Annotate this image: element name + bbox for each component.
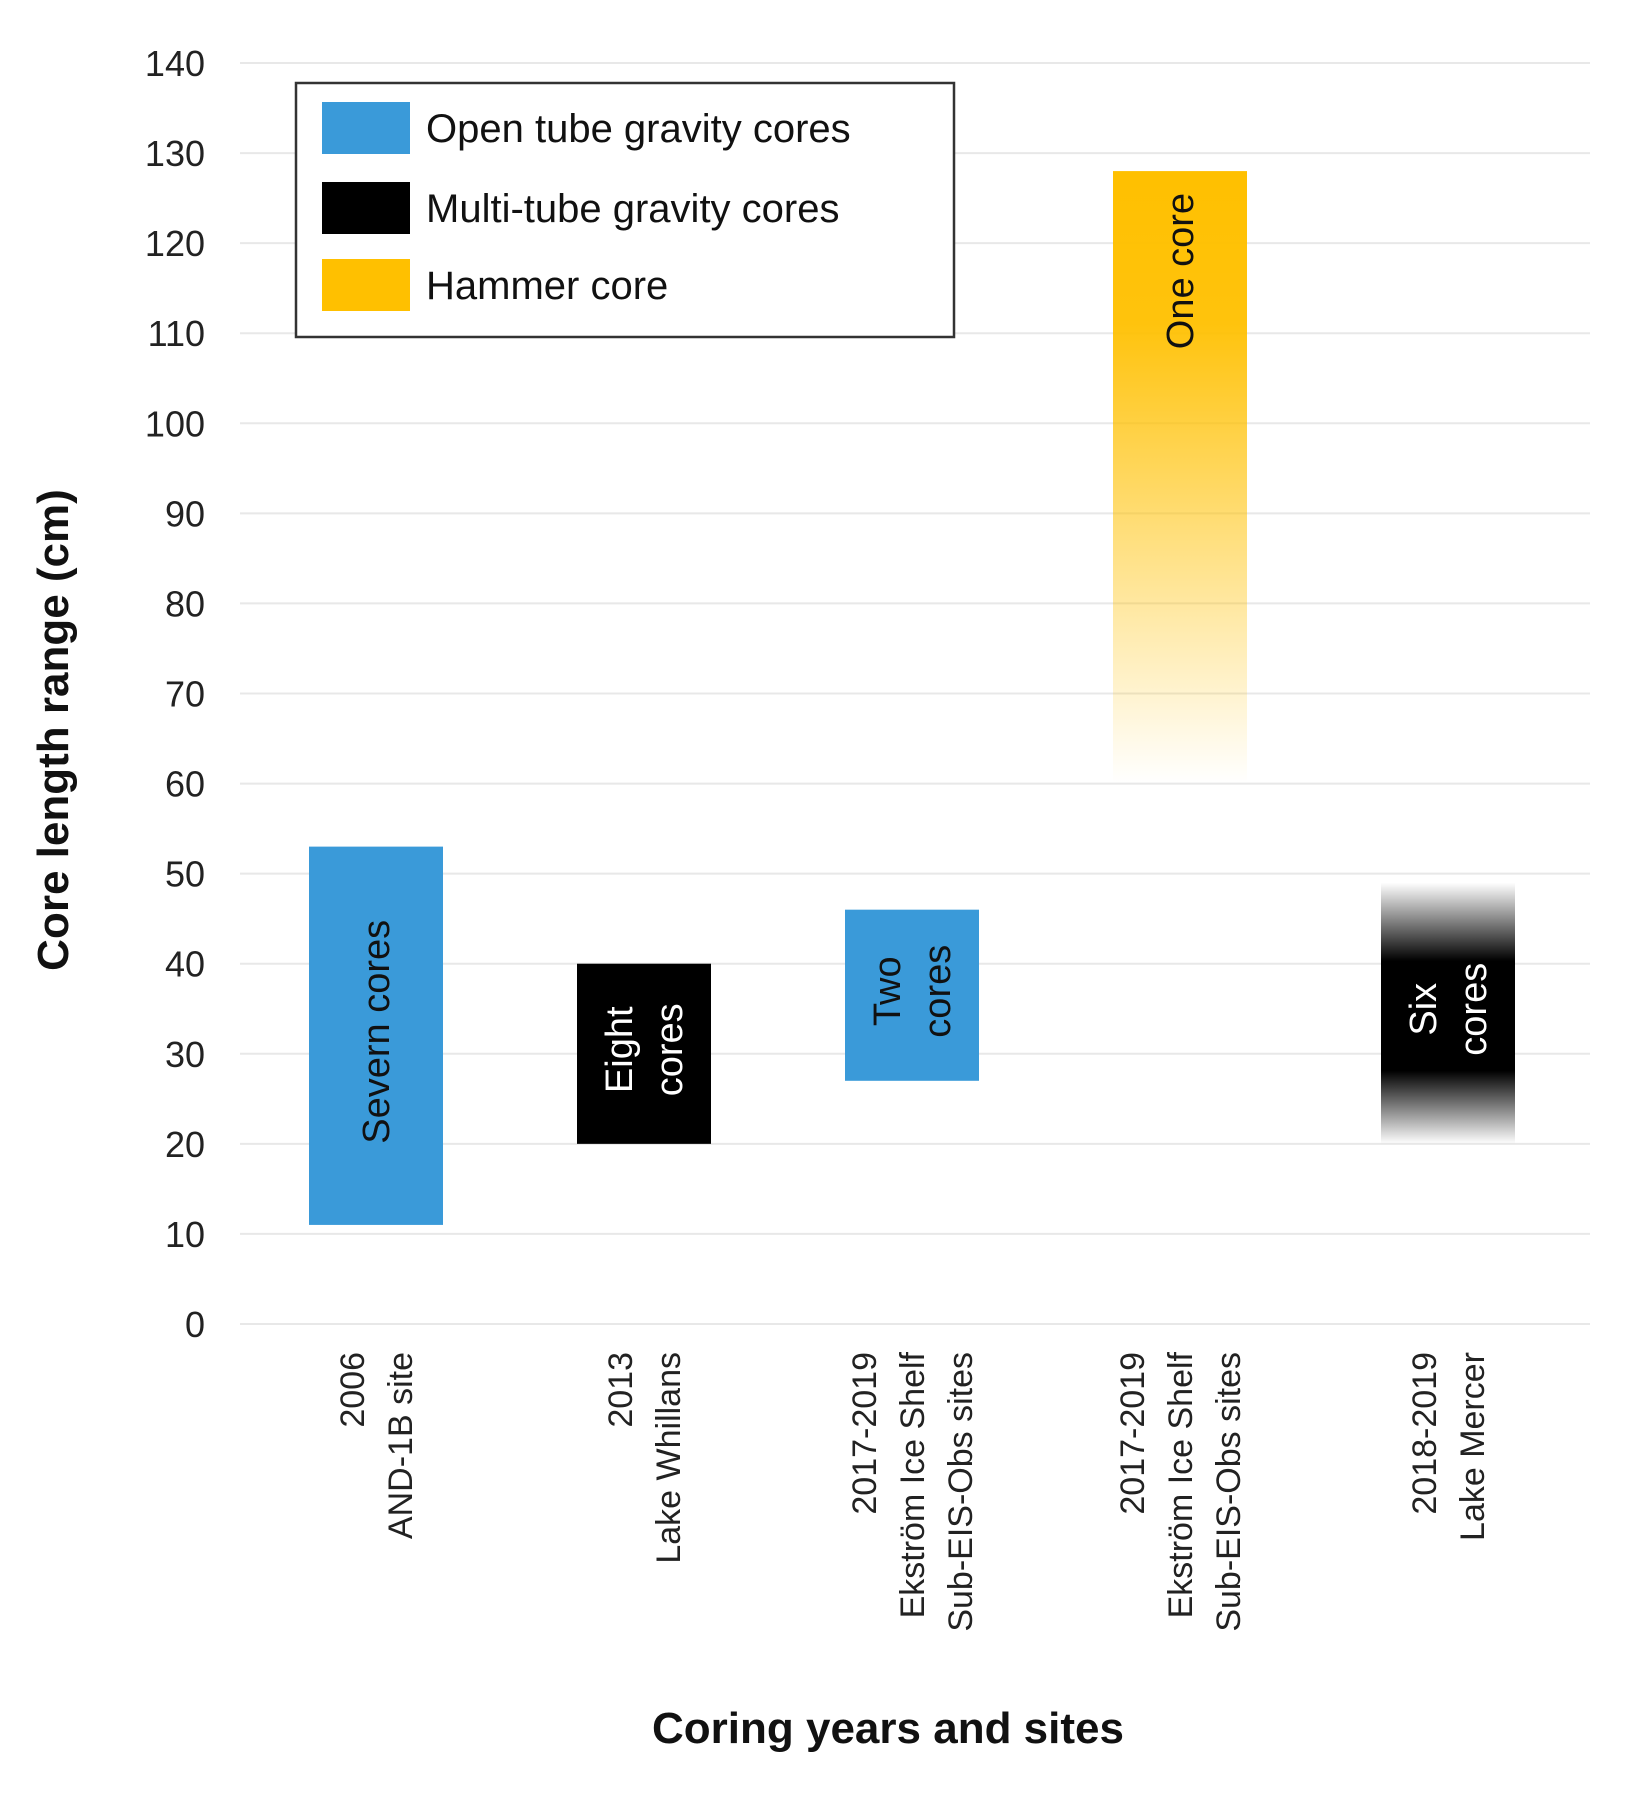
x-tick-label: Ekström Ice Shelf <box>1162 1351 1200 1618</box>
y-tick-label: 90 <box>165 493 205 534</box>
x-tick-label: AND-1B site <box>382 1352 420 1539</box>
bar-3 <box>845 909 979 1081</box>
x-category-label: 2018-2019 Lake Mercer <box>1406 1352 1492 1541</box>
bar-label-group: Two cores <box>867 945 959 1038</box>
y-tick-label: 120 <box>145 223 205 264</box>
y-tick-label: 60 <box>165 764 205 805</box>
bar-label-group: One core <box>1160 193 1202 349</box>
x-tick-label: Sub-EIS-Obs sites <box>1210 1352 1248 1632</box>
bar-label: cores <box>917 945 959 1038</box>
bar-label: Two <box>867 956 909 1026</box>
y-tick-label: 50 <box>165 854 205 895</box>
bar-4 <box>1113 171 1247 784</box>
legend-label: Multi-tube gravity cores <box>426 187 839 231</box>
x-tick-label: 2018-2019 <box>1406 1352 1444 1515</box>
x-axis-categories: 2006 AND-1B site 2013 Lake Whillans 2017-201… <box>334 1351 1492 1631</box>
bar-label-group: Severn cores <box>356 920 398 1144</box>
legend-label: Hammer core <box>426 264 668 308</box>
bar-5 <box>1381 882 1515 1144</box>
y-axis-ticks: 0 10 20 30 40 50 60 70 80 90 100 110 120 130 140 <box>145 43 205 1345</box>
y-tick-label: 40 <box>165 944 205 985</box>
x-tick-label: 2013 <box>602 1352 640 1428</box>
x-tick-label: 2017-2019 <box>1114 1352 1152 1515</box>
y-tick-label: 140 <box>145 43 205 84</box>
bar-label-group: Eight cores <box>599 1003 691 1096</box>
y-tick-label: 130 <box>145 133 205 174</box>
y-tick-label: 30 <box>165 1034 205 1075</box>
bar-label: Eight <box>599 1006 641 1093</box>
x-category-label: 2017-2019 Ekström Ice Shelf Sub-EIS-Obs si… <box>846 1351 980 1631</box>
y-tick-label: 80 <box>165 583 205 624</box>
x-tick-label: 2017-2019 <box>846 1352 884 1515</box>
x-tick-label: 2006 <box>334 1352 372 1428</box>
x-tick-label: Ekström Ice Shelf <box>894 1351 932 1618</box>
x-category-label: 2013 Lake Whillans <box>602 1352 688 1564</box>
y-axis-title: Core length range (cm) <box>29 489 78 971</box>
y-tick-label: 20 <box>165 1124 205 1165</box>
bar-1 <box>309 846 443 1225</box>
y-tick-label: 0 <box>185 1304 205 1345</box>
bar-label: cores <box>649 1003 691 1096</box>
x-tick-label: Lake Whillans <box>650 1352 688 1564</box>
x-category-label: 2017-2019 Ekström Ice Shelf Sub-EIS-Obs si… <box>1114 1351 1248 1631</box>
y-tick-label: 70 <box>165 674 205 715</box>
bar-2 <box>577 963 711 1144</box>
x-axis-title: Coring years and sites <box>652 1704 1124 1753</box>
legend: Open tube gravity cores Multi-tube gravit… <box>294 81 956 339</box>
bar-label: cores <box>1453 963 1495 1056</box>
y-tick-label: 100 <box>145 403 205 444</box>
bar-label-group: Six cores <box>1403 963 1495 1056</box>
bar-label: One core <box>1160 193 1202 349</box>
legend-swatch <box>322 259 410 311</box>
y-tick-label: 10 <box>165 1214 205 1255</box>
x-tick-label: Lake Mercer <box>1454 1352 1492 1541</box>
legend-swatch <box>322 102 410 154</box>
x-tick-label: Sub-EIS-Obs sites <box>942 1352 980 1632</box>
legend-swatch <box>322 182 410 234</box>
legend-label: Open tube gravity cores <box>426 107 851 151</box>
y-tick-label: 110 <box>148 313 205 354</box>
x-category-label: 2006 AND-1B site <box>334 1352 420 1539</box>
bar-label: Severn cores <box>356 920 398 1144</box>
bar-label: Six <box>1403 983 1445 1036</box>
